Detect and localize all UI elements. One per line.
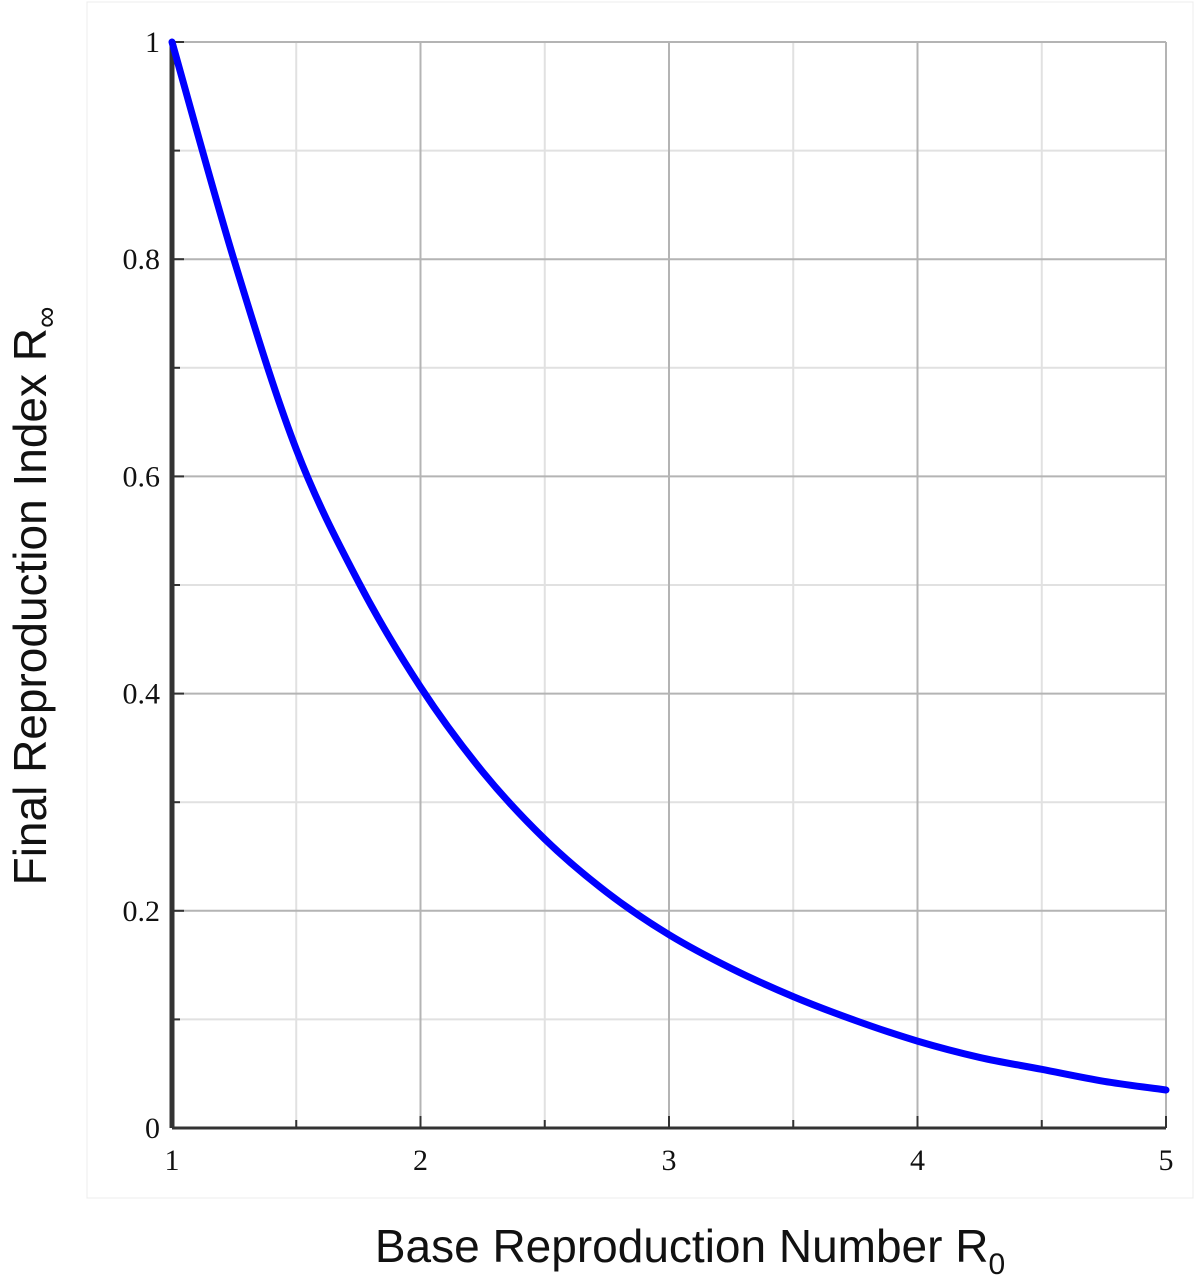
plot-frame [86,1,1194,1199]
y-tick-label: 0.6 [123,460,161,493]
x-tick-labels: 1 2 3 4 5 [165,1144,1174,1177]
x-axis-label: Base Reproduction Number R0 [375,1220,1005,1280]
y-tick-labels: 0 0.2 0.4 0.6 0.8 1 [123,26,161,1145]
x-tick-label: 2 [413,1144,428,1177]
x-axis-label-text: Base Reproduction Number R [375,1220,989,1272]
y-tick-label: 1 [145,26,160,59]
series-layer [168,38,1170,1094]
x-tick-label: 3 [662,1144,677,1177]
axes [169,41,1167,1130]
y-tick-label: 0.4 [123,678,161,711]
y-axis-label: Final Reproduction Index R∞ [4,307,63,886]
x-axis-label-subscript: 0 [988,1248,1005,1280]
x-tick-label: 1 [165,1144,180,1177]
y-tick-label: 0.2 [123,895,161,928]
series-line [168,38,1170,1094]
x-tick-label: 5 [1159,1144,1174,1177]
y-axis-label-subscript: ∞ [30,307,63,328]
y-axis-label-text: Final Reproduction Index R [4,328,56,885]
y-tick-label: 0 [145,1112,160,1145]
y-tick-label: 0.8 [123,243,161,276]
x-tick-label: 4 [910,1144,925,1177]
